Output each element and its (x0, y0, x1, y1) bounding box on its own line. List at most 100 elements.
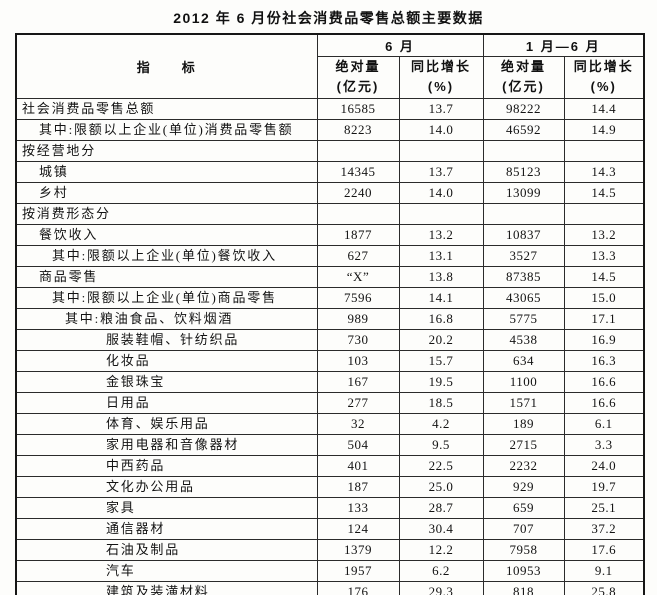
table-row: 中西药品 401 22.5 2232 24.0 (15, 454, 645, 477)
june-absolute-cell: 627 (316, 244, 400, 267)
indicator-cell: 其中:限额以上企业(单位)商品零售 (15, 286, 318, 309)
absolute-unit: (亿元) (502, 79, 545, 94)
indicator-label: 其中:粮油食品、饮料烟酒 (65, 310, 234, 326)
jan-june-growth-cell: 9.1 (563, 559, 645, 582)
indicator-cell: 家具 (15, 496, 318, 519)
jan-june-absolute-cell: 818 (482, 580, 565, 595)
indicator-label: 金银珠宝 (106, 373, 166, 389)
june-absolute-cell: 730 (316, 328, 400, 351)
jan-june-absolute-cell (482, 202, 565, 225)
jan-june-absolute-cell: 13099 (482, 181, 565, 204)
indicator-label: 餐饮收入 (39, 226, 99, 242)
table-row: 其中:限额以上企业(单位)商品零售 7596 14.1 43065 15.0 (15, 286, 645, 309)
jan-june-growth-cell: 37.2 (563, 517, 645, 540)
table-row: 家用电器和音像器材 504 9.5 2715 3.3 (15, 433, 645, 456)
jan-june-growth-cell: 24.0 (563, 454, 645, 477)
table-row: 化妆品 103 15.7 634 16.3 (15, 349, 645, 372)
growth-unit: (%) (590, 79, 617, 94)
jan-june-growth-cell: 6.1 (563, 412, 645, 435)
jan-june-growth-cell: 14.5 (563, 265, 645, 288)
jan-june-growth-cell: 17.1 (563, 307, 645, 330)
indicator-cell: 其中:限额以上企业(单位)消费品零售额 (15, 118, 318, 141)
table-header: 指 标 6 月 1 月—6 月 绝对量 (亿元) 同比增长 (%) 绝对量 (亿… (15, 33, 645, 99)
june-growth-cell (398, 139, 484, 162)
june-absolute-cell: 16585 (316, 97, 400, 120)
indicator-cell: 家用电器和音像器材 (15, 433, 318, 456)
june-growth-cell: 18.5 (398, 391, 484, 414)
indicator-label: 其中:限额以上企业(单位)消费品零售额 (39, 121, 294, 137)
absolute-label: 绝对量 (500, 58, 546, 74)
indicator-cell: 石油及制品 (15, 538, 318, 561)
table-row: 城镇 14345 13.7 85123 14.3 (15, 160, 645, 183)
june-growth-cell: 16.8 (398, 307, 484, 330)
june-absolute-cell: 187 (316, 475, 400, 498)
jan-june-growth-cell: 14.3 (563, 160, 645, 183)
june-growth-cell: 13.1 (398, 244, 484, 267)
june-absolute-cell: 989 (316, 307, 400, 330)
indicator-label: 建筑及装潢材料 (106, 583, 210, 595)
indicator-label: 其中:限额以上企业(单位)餐饮收入 (52, 247, 277, 263)
indicator-label: 石油及制品 (106, 541, 181, 557)
jan-june-growth-cell (563, 139, 645, 162)
jan-june-growth-cell (563, 202, 645, 225)
indicator-label: 服装鞋帽、针纺织品 (106, 331, 240, 347)
jan-june-absolute-cell: 3527 (482, 244, 565, 267)
indicator-cell: 建筑及装潢材料 (15, 580, 318, 595)
table-row: 按消费形态分 (15, 202, 645, 225)
indicator-label: 通信器材 (106, 520, 166, 536)
retail-data-table: 指 标 6 月 1 月—6 月 绝对量 (亿元) 同比增长 (%) 绝对量 (亿… (15, 33, 645, 595)
jan-june-growth-cell: 14.9 (563, 118, 645, 141)
june-absolute-cell: 2240 (316, 181, 400, 204)
june-absolute-cell: 7596 (316, 286, 400, 309)
header-june-absolute: 绝对量 (亿元) (316, 55, 400, 99)
jan-june-growth-cell: 25.1 (563, 496, 645, 519)
jan-june-absolute-cell: 659 (482, 496, 565, 519)
jan-june-growth-cell: 13.3 (563, 244, 645, 267)
june-growth-cell: 9.5 (398, 433, 484, 456)
jan-june-growth-cell: 3.3 (563, 433, 645, 456)
june-growth-cell: 13.2 (398, 223, 484, 246)
indicator-label: 日用品 (106, 394, 151, 410)
indicator-cell: 社会消费品零售总额 (15, 97, 318, 120)
header-indicator: 指 标 (15, 33, 318, 99)
indicator-cell: 日用品 (15, 391, 318, 414)
june-absolute-cell (316, 202, 400, 225)
june-growth-cell: 19.5 (398, 370, 484, 393)
june-growth-cell: 29.3 (398, 580, 484, 595)
june-absolute-cell: 1877 (316, 223, 400, 246)
june-growth-cell: 14.1 (398, 286, 484, 309)
table-row: 商品零售 “X” 13.8 87385 14.5 (15, 265, 645, 288)
indicator-label: 中西药品 (106, 457, 166, 473)
absolute-unit: (亿元) (336, 79, 380, 94)
june-absolute-cell: 504 (316, 433, 400, 456)
table-row: 其中:限额以上企业(单位)消费品零售额 8223 14.0 46592 14.9 (15, 118, 645, 141)
jan-june-growth-cell: 25.8 (563, 580, 645, 595)
jan-june-growth-cell: 16.3 (563, 349, 645, 372)
june-absolute-cell: 176 (316, 580, 400, 595)
june-absolute-cell: 401 (316, 454, 400, 477)
indicator-cell: 按消费形态分 (15, 202, 318, 225)
growth-label: 同比增长 (410, 58, 471, 74)
june-growth-cell: 28.7 (398, 496, 484, 519)
jan-june-growth-cell: 19.7 (563, 475, 645, 498)
indicator-label: 商品零售 (39, 268, 99, 284)
indicator-cell: 其中:粮油食品、饮料烟酒 (15, 307, 318, 330)
indicator-label: 其中:限额以上企业(单位)商品零售 (52, 289, 277, 305)
table-row: 家具 133 28.7 659 25.1 (15, 496, 645, 519)
jan-june-absolute-cell: 634 (482, 349, 565, 372)
jan-june-absolute-cell: 2232 (482, 454, 565, 477)
table-row: 通信器材 124 30.4 707 37.2 (15, 517, 645, 540)
indicator-cell: 中西药品 (15, 454, 318, 477)
indicator-label: 家具 (106, 499, 136, 515)
indicator-label: 按经营地分 (22, 142, 97, 158)
june-absolute-cell: 14345 (316, 160, 400, 183)
indicator-cell: 餐饮收入 (15, 223, 318, 246)
jan-june-absolute-cell: 929 (482, 475, 565, 498)
june-absolute-cell: 1379 (316, 538, 400, 561)
jan-june-growth-cell: 16.9 (563, 328, 645, 351)
jan-june-growth-cell: 15.0 (563, 286, 645, 309)
june-absolute-cell: 1957 (316, 559, 400, 582)
june-growth-cell: 20.2 (398, 328, 484, 351)
jan-june-growth-cell: 16.6 (563, 391, 645, 414)
